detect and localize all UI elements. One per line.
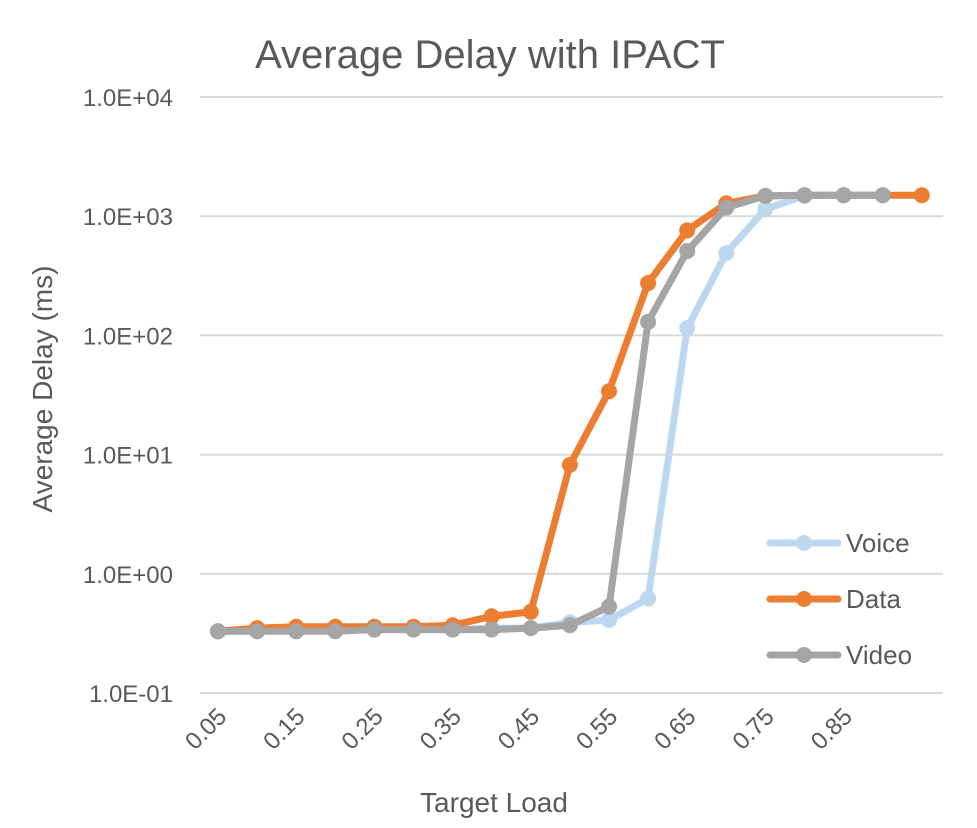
- data-point-video: [405, 621, 422, 638]
- x-tick-label: 0.55: [571, 703, 623, 755]
- data-point-voice: [718, 245, 735, 262]
- series-video: [210, 187, 891, 640]
- data-point-voice: [757, 200, 774, 217]
- data-point-video: [874, 187, 891, 204]
- series-line-data: [214, 191, 926, 635]
- data-point-video: [561, 617, 578, 634]
- data-point-video: [601, 598, 617, 615]
- gridlines: [200, 96, 943, 694]
- legend-swatch-marker: [796, 591, 812, 607]
- legend: Voice Data Video: [766, 528, 912, 670]
- data-point-video: [757, 187, 774, 204]
- data-point-video: [718, 199, 735, 216]
- x-axis-tick-labels: 0.05 0.15 0.25 0.35 0.45 0.55 0.65 0.75 0.85: [180, 703, 858, 755]
- data-point-data: [679, 222, 696, 239]
- data-point-video: [444, 621, 461, 638]
- x-tick-label: 0.85: [806, 703, 858, 755]
- series-line-voice: [214, 191, 887, 635]
- data-point-video: [249, 623, 266, 640]
- legend-swatch-marker: [796, 647, 812, 663]
- y-axis-tick-labels: 1.0E-01 1.0E+00 1.0E+01 1.0E+02 1.0E+03 1.0E+…: [83, 85, 173, 708]
- data-point-video: [366, 621, 383, 638]
- x-tick-label: 0.25: [337, 703, 389, 755]
- legend-label: Voice: [846, 528, 910, 558]
- data-point-video: [679, 243, 696, 260]
- legend-item-voice: Voice: [766, 528, 910, 558]
- x-tick-label: 0.15: [258, 703, 310, 755]
- x-tick-label: 0.45: [493, 703, 545, 755]
- data-point-video: [796, 187, 813, 204]
- series-data: [210, 187, 930, 640]
- x-tick-label: 0.35: [415, 703, 467, 755]
- series-group: [210, 187, 930, 640]
- chart-title: Average Delay with IPACT: [255, 33, 725, 77]
- data-point-video: [835, 187, 852, 204]
- data-point-data: [913, 187, 930, 204]
- series-line-video: [214, 191, 887, 635]
- data-point-video: [210, 623, 226, 640]
- data-point-video: [522, 620, 539, 637]
- y-axis-title: Average Delay (ms): [27, 266, 58, 513]
- data-point-data: [561, 456, 578, 473]
- y-tick-label: 1.0E-01: [89, 681, 173, 708]
- legend-swatch-marker: [796, 535, 812, 551]
- data-point-video: [483, 621, 500, 638]
- y-tick-label: 1.0E+02: [83, 323, 173, 350]
- data-point-data: [522, 603, 539, 620]
- x-tick-label: 0.05: [180, 703, 232, 755]
- y-tick-label: 1.0E+03: [83, 204, 173, 231]
- data-point-video: [288, 623, 305, 640]
- y-tick-label: 1.0E+01: [83, 443, 173, 470]
- x-tick-label: 0.75: [728, 703, 780, 755]
- data-point-voice: [601, 611, 617, 628]
- data-point-data: [483, 608, 500, 625]
- x-tick-label: 0.65: [649, 703, 701, 755]
- data-point-video: [327, 623, 344, 640]
- legend-label: Data: [846, 584, 901, 614]
- data-point-video: [640, 313, 657, 330]
- y-tick-label: 1.0E+00: [83, 562, 173, 589]
- legend-label: Video: [846, 640, 912, 670]
- x-axis-title: Target Load: [420, 787, 568, 818]
- data-point-voice: [679, 320, 696, 337]
- series-voice: [210, 187, 891, 640]
- legend-item-video: Video: [766, 640, 912, 670]
- legend-item-data: Data: [766, 584, 901, 614]
- data-point-voice: [640, 590, 657, 607]
- y-tick-label: 1.0E+04: [83, 85, 173, 112]
- data-point-data: [601, 383, 617, 400]
- data-point-data: [640, 275, 657, 292]
